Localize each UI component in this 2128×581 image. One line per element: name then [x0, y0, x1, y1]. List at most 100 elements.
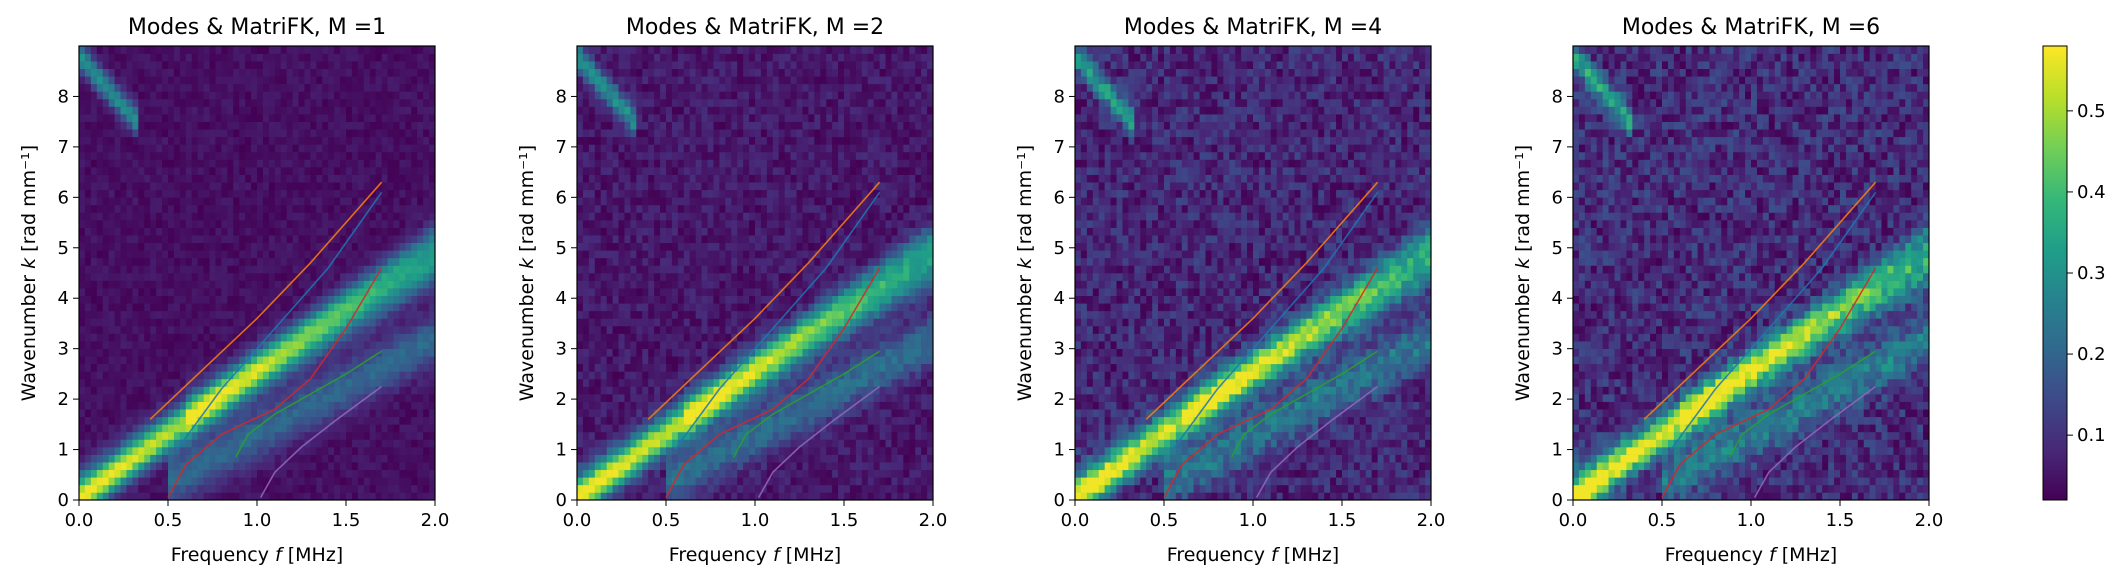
heatmap-cell	[363, 159, 371, 168]
heatmap-cell	[351, 53, 359, 62]
heatmap-cell	[84, 401, 92, 410]
heatmap-cell	[357, 439, 365, 448]
heatmap-cell	[150, 303, 157, 312]
heatmap-cell	[114, 303, 121, 312]
heatmap-cell	[594, 129, 602, 138]
heatmap-cell	[239, 182, 246, 191]
heatmap-cell	[594, 333, 602, 342]
heatmap-cell	[227, 265, 234, 274]
heatmap-cell	[310, 227, 317, 236]
heatmap-cell	[102, 469, 109, 478]
heatmap-cell	[316, 492, 323, 501]
heatmap-cell	[375, 197, 382, 206]
heatmap-cell	[671, 136, 679, 145]
heatmap-cell	[90, 265, 98, 274]
heatmap-cell	[707, 477, 714, 486]
heatmap-cell	[132, 469, 139, 478]
heatmap-cell	[239, 98, 246, 107]
heatmap-cell	[660, 295, 667, 304]
heatmap-cell	[227, 454, 234, 463]
heatmap-cell	[671, 91, 679, 100]
heatmap-cell	[600, 182, 607, 191]
heatmap-cell	[636, 477, 643, 486]
heatmap-cell	[334, 401, 341, 410]
heatmap-cell	[363, 61, 371, 69]
heatmap-cell	[173, 348, 181, 357]
heatmap-cell	[411, 386, 418, 395]
heatmap-cell	[701, 280, 708, 289]
heatmap-cell	[642, 159, 649, 168]
heatmap-cell	[144, 242, 151, 251]
heatmap-cell	[387, 204, 394, 213]
heatmap-cell	[191, 197, 198, 206]
heatmap-cell	[618, 409, 625, 418]
heatmap-cell	[239, 220, 246, 228]
heatmap-cell	[357, 53, 365, 62]
heatmap-cell	[648, 325, 655, 334]
heatmap-cell	[280, 318, 287, 327]
heatmap-cell	[423, 371, 430, 380]
heatmap-cell	[245, 144, 252, 153]
heatmap-cell	[132, 477, 139, 486]
heatmap-cell	[251, 189, 258, 198]
heatmap-cell	[280, 182, 287, 191]
heatmap-cell	[203, 257, 210, 266]
heatmap-cell	[695, 182, 702, 191]
heatmap-cell	[701, 469, 708, 478]
heatmap-cell	[654, 295, 661, 304]
heatmap-cell	[257, 182, 264, 191]
heatmap-cell	[179, 91, 187, 100]
heatmap-cell	[245, 492, 252, 501]
heatmap-cell	[393, 121, 400, 130]
heatmap-cell	[677, 227, 685, 236]
heatmap-cell	[304, 114, 311, 122]
heatmap-cell	[84, 371, 92, 380]
heatmap-cell	[630, 273, 637, 281]
heatmap-cell	[423, 212, 430, 221]
heatmap-cell	[340, 257, 347, 266]
heatmap-cell	[606, 159, 613, 168]
heatmap-cell	[144, 212, 151, 221]
heatmap-cell	[262, 431, 270, 440]
heatmap-cell	[191, 46, 198, 54]
heatmap-cell	[197, 431, 204, 440]
heatmap-cell	[262, 454, 270, 463]
heatmap-cell	[429, 492, 436, 501]
heatmap-cell	[251, 280, 258, 289]
heatmap-cell	[280, 371, 287, 380]
heatmap-cell	[251, 250, 258, 259]
heatmap-cell	[304, 273, 311, 281]
heatmap-cell	[624, 295, 631, 304]
heatmap-cell	[197, 129, 204, 138]
heatmap-cell	[582, 371, 590, 380]
heatmap-cell	[120, 492, 127, 501]
heatmap-cell	[322, 356, 329, 365]
heatmap-cell	[423, 477, 430, 486]
heatmap-cell	[209, 439, 216, 448]
heatmap-cell	[677, 204, 685, 213]
heatmap-cell	[90, 363, 98, 372]
heatmap-cell	[114, 250, 121, 259]
heatmap-cell	[79, 273, 86, 281]
heatmap-cell	[316, 386, 323, 395]
heatmap-cell	[666, 424, 673, 433]
heatmap-cell	[150, 235, 157, 244]
heatmap-cell	[369, 288, 376, 296]
heatmap-cell	[606, 189, 613, 198]
heatmap-cell	[197, 484, 204, 493]
heatmap-cell	[671, 61, 679, 69]
heatmap-cell	[251, 212, 258, 221]
heatmap-cell	[209, 114, 216, 122]
heatmap-cell	[126, 462, 133, 471]
heatmap-cell	[381, 159, 388, 168]
heatmap-cell	[351, 265, 359, 274]
heatmap-cell	[132, 356, 139, 365]
heatmap-cell	[126, 212, 133, 221]
heatmap-cell	[405, 492, 412, 501]
heatmap-cell	[162, 341, 169, 349]
heatmap-cell	[144, 401, 151, 410]
heatmap-cell	[689, 394, 696, 402]
heatmap-cell	[138, 401, 145, 410]
heatmap-cell	[257, 325, 264, 334]
heatmap-cell	[280, 409, 287, 418]
